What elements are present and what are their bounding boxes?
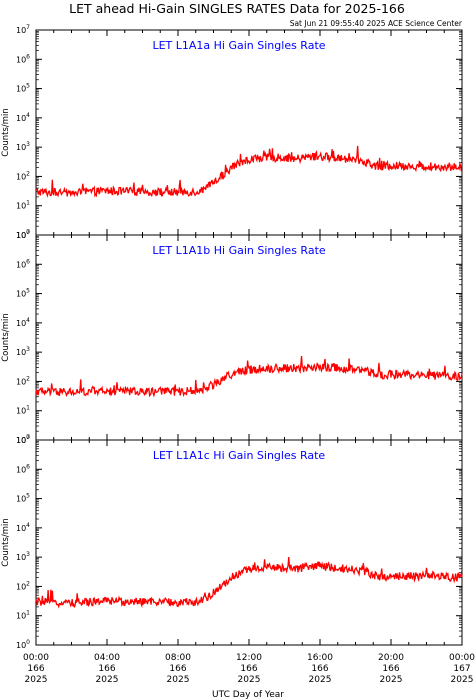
y-tick-label: 104 [16,522,30,533]
y-tick-label: 105 [16,493,30,504]
panel-title: LET L1A1c Hi Gain Singles Rate [153,449,326,462]
y-tick-label: 103 [16,346,30,357]
y-tick-label: 107 [16,24,30,35]
y-tick-label: 104 [16,317,30,328]
y-tick-label: 103 [16,141,30,152]
x-tick-time: 04:00 [94,653,120,663]
x-tick-year: 2025 [167,675,190,685]
y-tick-label: 102 [16,580,30,591]
x-tick-doy: 166 [311,664,328,674]
y-tick-label: 100 [16,229,30,240]
y-tick-label: 106 [16,258,30,269]
panels: 100 101 102 103 104 105 106 107 Counts/min LET L1… [1,24,463,650]
x-tick-time: 00:00 [449,653,475,663]
panel-2: 100 101 102 103 104 105 106 107 Counts/min LET L1… [1,229,463,445]
x-tick-time: 12:00 [236,653,262,663]
y-tick-label: 105 [16,83,30,94]
plot-frame [35,234,463,441]
y-tick-label: 107 [16,229,30,240]
series-line [35,145,463,198]
y-axis-label: Counts/min [1,108,11,157]
panel-1: 100 101 102 103 104 105 106 107 Counts/min LET L1… [1,24,463,240]
y-tick-label: 102 [16,170,30,181]
panel-title: LET L1A1b Hi Gain Singles Rate [152,244,326,257]
y-tick-label: 107 [16,434,30,445]
x-axis-label: UTC Day of Year [212,690,284,700]
y-tick-label: 105 [16,288,30,299]
y-tick-label: 101 [16,610,30,621]
plot-frame [35,439,463,646]
y-tick-label: 104 [16,112,30,123]
x-tick-doy: 166 [382,664,399,674]
y-tick-label: 106 [16,463,30,474]
panel-3: 100 101 102 103 104 105 106 107 Counts/min LET L1… [1,434,463,650]
series-line [35,355,463,398]
x-tick-time: 16:00 [307,653,333,663]
y-tick-label: 106 [16,53,30,64]
y-tick-label: 100 [16,639,30,650]
y-tick-label: 101 [16,200,30,211]
timestamp-label: Sat Jun 21 09:55:40 2025 ACE Science Cen… [290,19,463,28]
x-tick-year: 2025 [380,675,403,685]
panel-title: LET L1A1a Hi Gain Singles Rate [152,39,325,52]
figure-title: LET ahead Hi-Gain SINGLES RATES Data for… [69,1,405,16]
plot-frame [35,29,463,236]
y-tick-label: 100 [16,434,30,445]
x-tick-time: 20:00 [378,653,404,663]
x-tick-doy: 166 [98,664,115,674]
x-tick-time: 00:00 [23,653,49,663]
x-tick-year: 2025 [451,675,474,685]
x-tick-doy: 166 [27,664,44,674]
x-tick-year: 2025 [96,675,119,685]
y-tick-label: 103 [16,551,30,562]
x-tick-year: 2025 [309,675,332,685]
y-axis-label: Counts/min [1,518,11,567]
y-tick-label: 101 [16,405,30,416]
x-tick-doy: 167 [453,664,470,674]
y-tick-label: 102 [16,375,30,386]
x-tick-time: 08:00 [165,653,191,663]
series-line [35,557,463,609]
x-tick-doy: 166 [169,664,186,674]
x-axis: 00:00166202504:00166202508:00166202512:0… [23,653,475,685]
x-tick-doy: 166 [240,664,257,674]
x-tick-year: 2025 [25,675,48,685]
x-tick-year: 2025 [238,675,261,685]
y-axis-label: Counts/min [1,313,11,362]
